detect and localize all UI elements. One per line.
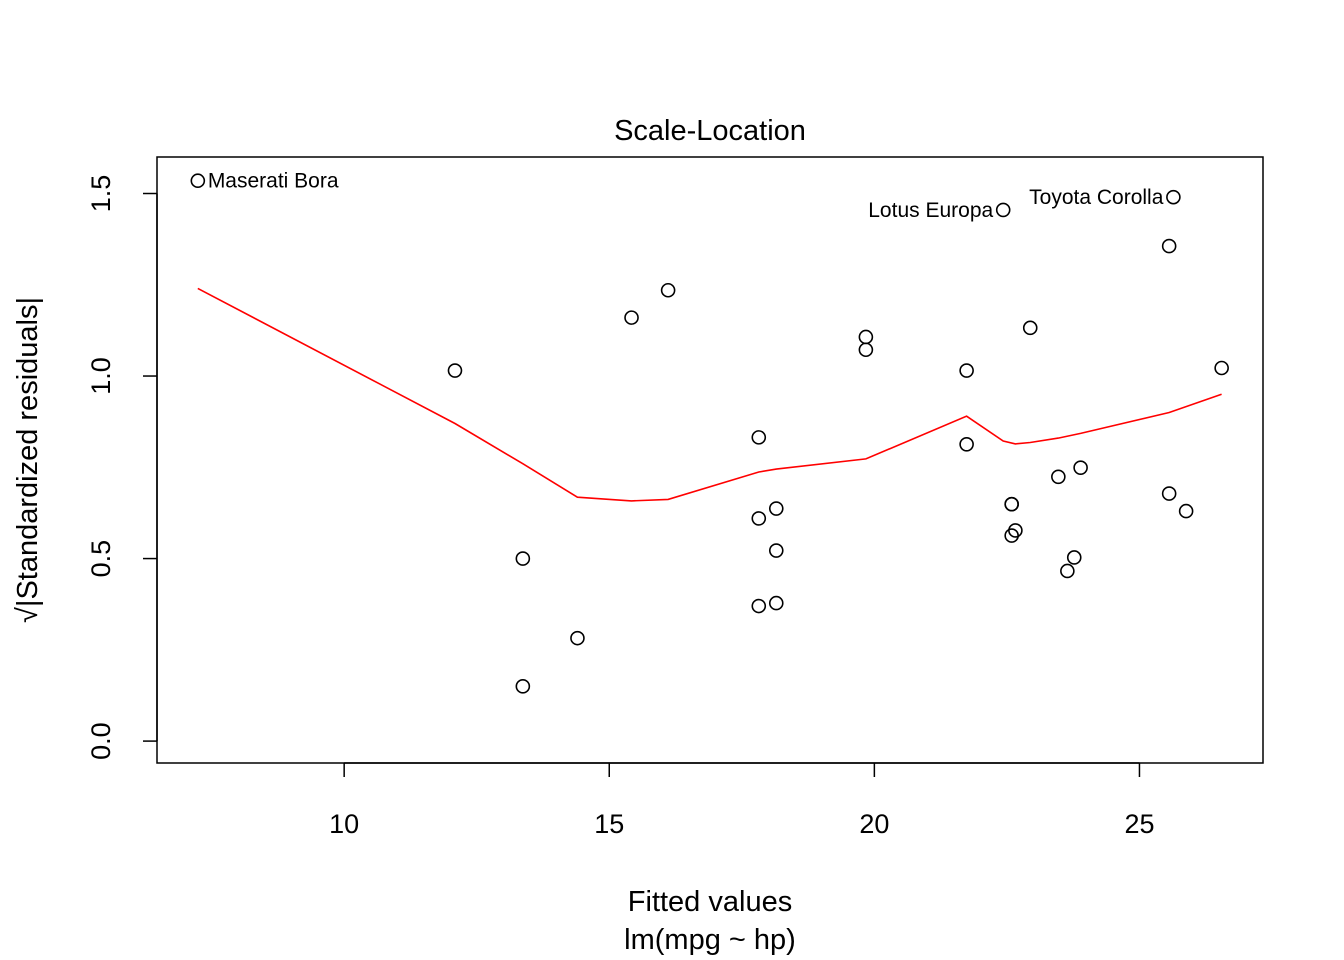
y-tick-label: 0.0 xyxy=(86,722,116,760)
data-point xyxy=(660,282,676,298)
data-point xyxy=(751,598,767,614)
point-label: Toyota Corolla xyxy=(1029,186,1164,209)
y-tick-label: 1.0 xyxy=(86,357,116,395)
data-point xyxy=(768,543,784,558)
data-point xyxy=(768,595,784,611)
data-point xyxy=(570,630,585,646)
data-point xyxy=(959,437,974,452)
point-labels: Maserati Bora Lotus Europa Toyota Corolla xyxy=(208,170,1164,222)
y-tick-label: 0.5 xyxy=(86,540,116,578)
data-point xyxy=(858,342,874,358)
data-point xyxy=(515,551,531,566)
data-point xyxy=(768,501,784,516)
data-point xyxy=(959,363,974,378)
x-axis: 10 15 20 25 xyxy=(329,762,1154,839)
smoother-line xyxy=(197,287,1222,502)
data-point xyxy=(1022,320,1038,336)
data-point xyxy=(447,363,463,378)
data-point xyxy=(1161,486,1177,501)
x-tick-label: 10 xyxy=(329,809,359,839)
data-point xyxy=(751,430,767,445)
data-point xyxy=(624,310,639,325)
x-tick-label: 25 xyxy=(1124,809,1154,839)
point-label: Maserati Bora xyxy=(208,170,339,193)
data-point xyxy=(1066,550,1082,565)
data-point xyxy=(1214,360,1229,376)
data-point xyxy=(190,173,206,189)
x-tick-label: 15 xyxy=(594,809,624,839)
data-point xyxy=(1004,496,1019,512)
point-label: Lotus Europa xyxy=(868,199,993,222)
data-point xyxy=(515,679,531,694)
data-point xyxy=(1051,469,1066,485)
residual-points xyxy=(190,173,1229,694)
x-axis-sublabel: lm(mpg ~ hp) xyxy=(624,924,796,956)
data-point xyxy=(995,202,1011,218)
data-point xyxy=(1004,528,1019,543)
data-point xyxy=(858,329,874,345)
data-point xyxy=(1161,238,1177,254)
y-axis-label: √|Standardized residuals| xyxy=(12,297,44,623)
data-point xyxy=(1166,189,1181,205)
x-tick-label: 20 xyxy=(859,809,889,839)
data-point xyxy=(751,511,767,526)
data-point xyxy=(1060,563,1075,579)
y-axis: 0.0 0.5 1.0 1.5 xyxy=(86,175,158,760)
plot-frame xyxy=(156,156,1264,764)
x-axis-label: Fitted values xyxy=(628,886,792,918)
chart-title: Scale-Location xyxy=(614,115,806,147)
y-tick-label: 1.5 xyxy=(86,175,116,213)
data-point xyxy=(1178,503,1194,519)
data-point xyxy=(1073,460,1088,475)
